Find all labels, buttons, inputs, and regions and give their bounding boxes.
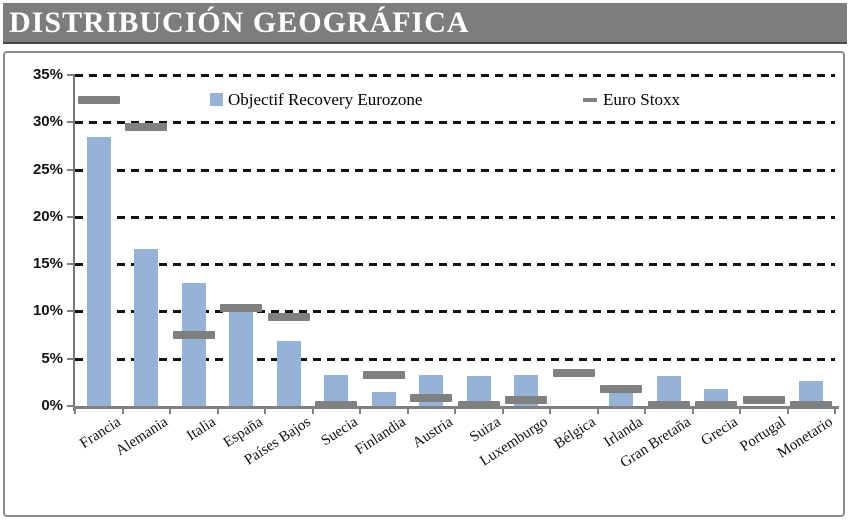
- marker-eurostoxx-paises-bajos: [268, 313, 310, 321]
- x-axis-tick-5: [312, 409, 314, 414]
- bar-alemania: [134, 249, 158, 406]
- legend-dash-icon: [583, 98, 597, 102]
- x-axis-line: [73, 406, 839, 409]
- chart-frame: Objectif Recovery Eurozone Euro Stoxx 0%…: [3, 51, 845, 517]
- y-tick-label-20: 20%: [32, 207, 63, 225]
- marker-eurostoxx-gran-bretana: [648, 401, 690, 409]
- x-axis-tick-16: [834, 409, 836, 414]
- y-tick-label-35: 35%: [32, 66, 63, 83]
- y-axis-tick-5: [67, 357, 75, 360]
- gridline-15pct: [75, 263, 835, 267]
- marker-eurostoxx-austria: [410, 394, 452, 402]
- gridline-35pct: [75, 74, 835, 77]
- x-axis-tick-2: [169, 409, 171, 414]
- x-axis-tick-3: [217, 409, 219, 414]
- marker-eurostoxx-irlanda: [600, 385, 642, 393]
- y-axis-tick-20: [67, 215, 75, 218]
- y-axis-tick-30: [67, 121, 75, 124]
- x-axis-tick-10: [549, 409, 551, 414]
- x-axis-tick-9: [502, 409, 504, 414]
- legend-square-icon: [210, 93, 223, 106]
- x-axis-tick-13: [692, 409, 694, 414]
- gridline-25pct: [75, 168, 835, 172]
- y-tick-label-5: 5%: [41, 349, 63, 367]
- x-axis-tick-14: [739, 409, 741, 414]
- x-axis-tick-12: [644, 409, 646, 414]
- x-axis-tick-7: [407, 409, 409, 414]
- marker-eurostoxx-finlandia: [363, 371, 405, 379]
- bar-irlanda: [609, 389, 633, 406]
- bar-suecia: [324, 375, 348, 406]
- y-tick-label-0: 0%: [41, 397, 63, 414]
- bar-espana: [229, 311, 253, 406]
- bar-finlandia: [372, 392, 396, 406]
- x-axis-tick-0: [74, 409, 76, 414]
- y-axis-line: [73, 75, 75, 411]
- y-axis-tick-10: [67, 310, 75, 313]
- gridline-10pct: [75, 310, 835, 314]
- y-tick-label-15: 15%: [32, 255, 63, 273]
- gridline-30pct: [75, 121, 835, 125]
- y-axis-tick-15: [67, 263, 75, 266]
- gridline-20pct: [75, 215, 835, 219]
- marker-eurostoxx-suecia: [315, 401, 357, 409]
- x-axis-tick-15: [787, 409, 789, 414]
- marker-eurostoxx-italia: [173, 331, 215, 339]
- marker-eurostoxx-belgica: [553, 369, 595, 377]
- bar-francia: [87, 137, 111, 406]
- legend-label-eurostoxx: Euro Stoxx: [603, 90, 680, 109]
- x-axis-tick-11: [597, 409, 599, 414]
- y-tick-label-10: 10%: [32, 302, 63, 320]
- marker-eurostoxx-francia: [78, 96, 120, 104]
- y-axis-tick-0: [67, 405, 75, 407]
- page-title-bar: DISTRIBUCIÓN GEOGRÁFICA: [3, 3, 847, 44]
- x-axis-tick-1: [122, 409, 124, 414]
- legend-label-objectif: Objectif Recovery Eurozone: [228, 90, 423, 109]
- marker-eurostoxx-espana: [220, 304, 262, 312]
- x-axis-tick-8: [454, 409, 456, 414]
- bar-paises-bajos: [277, 341, 301, 406]
- bar-italia: [182, 283, 206, 406]
- marker-eurostoxx-grecia: [695, 401, 737, 409]
- x-axis-tick-6: [359, 409, 361, 414]
- gridline-5pct: [75, 357, 835, 361]
- marker-eurostoxx-luxemburgo: [505, 396, 547, 404]
- x-axis-tick-4: [264, 409, 266, 414]
- y-axis-tick-25: [67, 168, 75, 171]
- marker-eurostoxx-suiza: [458, 401, 500, 409]
- marker-eurostoxx-alemania: [125, 123, 167, 131]
- y-tick-label-25: 25%: [32, 160, 63, 178]
- page-title: DISTRIBUCIÓN GEOGRÁFICA: [9, 6, 470, 39]
- y-axis-tick-35: [67, 74, 75, 76]
- marker-eurostoxx-portugal: [743, 396, 785, 404]
- marker-eurostoxx-monetario: [790, 401, 832, 409]
- y-tick-label-30: 30%: [32, 113, 63, 131]
